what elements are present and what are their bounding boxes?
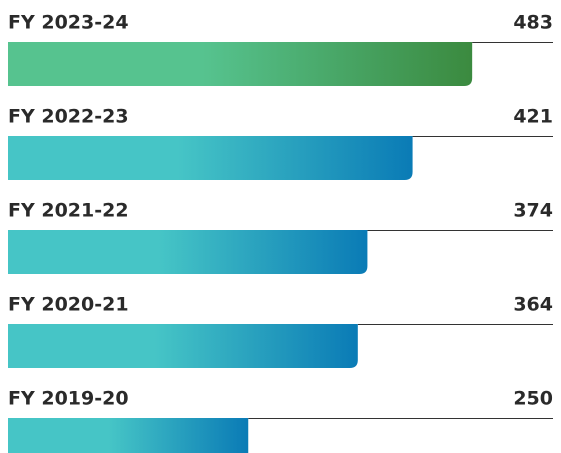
bar bbox=[8, 324, 358, 368]
value-label: 364 bbox=[513, 294, 553, 316]
category-label: FY 2021-22 bbox=[8, 200, 129, 222]
value-label: 483 bbox=[513, 12, 553, 34]
bar bbox=[8, 230, 368, 274]
category-label: FY 2023-24 bbox=[8, 12, 129, 34]
category-label: FY 2022-23 bbox=[8, 106, 129, 128]
category-label: FY 2020-21 bbox=[8, 294, 129, 316]
value-label: 250 bbox=[513, 388, 553, 410]
value-label: 374 bbox=[513, 200, 553, 222]
bar bbox=[8, 42, 473, 86]
value-label: 421 bbox=[513, 106, 553, 128]
bar bbox=[8, 136, 413, 180]
category-label: FY 2019-20 bbox=[8, 388, 129, 410]
bar bbox=[8, 418, 249, 453]
